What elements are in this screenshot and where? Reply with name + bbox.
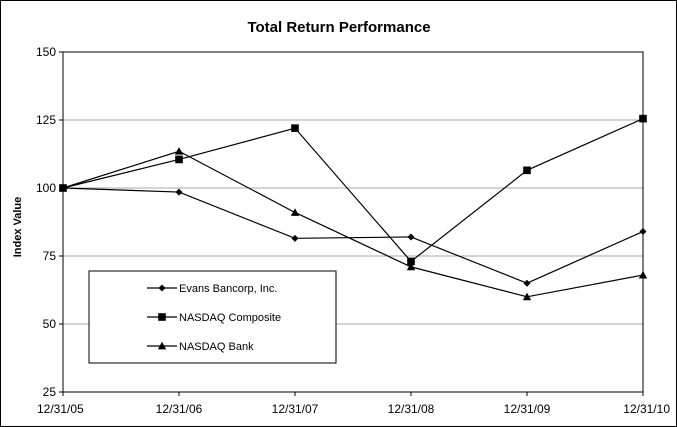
series-line: [62, 187, 644, 284]
gridlines: [63, 119, 643, 325]
series-2: [59, 114, 647, 266]
x-tick-label: 12/31/10: [623, 402, 670, 416]
legend-marker: [158, 284, 166, 292]
data-point: [406, 262, 416, 271]
data-point: [638, 270, 648, 279]
data-point: [639, 114, 647, 123]
series-line: [62, 118, 644, 263]
y-tick-label: 100: [36, 181, 56, 195]
x-tick-label: 12/31/06: [156, 402, 203, 416]
series-layer: [58, 114, 648, 301]
data-point: [175, 155, 183, 164]
data-point: [407, 233, 415, 241]
series-3: [58, 147, 648, 301]
y-tick-label: 75: [43, 249, 57, 263]
y-tick-label: 25: [43, 385, 57, 399]
y-tick-label: 125: [36, 113, 56, 127]
data-point: [291, 124, 299, 132]
x-tick-label: 12/31/09: [504, 402, 551, 416]
legend-label: NASDAQ Bank: [179, 341, 254, 353]
series-1: [59, 184, 647, 287]
data-point: [58, 183, 68, 192]
data-point: [407, 257, 415, 266]
data-point: [290, 208, 300, 216]
legend: Evans Bancorp, Inc. NASDAQ Composite NASDA…: [88, 270, 337, 364]
y-axis-label: Index Value: [12, 197, 24, 258]
y-tick-label: 150: [36, 45, 56, 59]
legend-box: [88, 270, 337, 364]
legend-items: Evans Bancorp, Inc. NASDAQ Composite NASDA…: [147, 283, 281, 353]
data-point: [291, 234, 299, 242]
data-point: [523, 279, 531, 287]
series-line: [62, 150, 644, 298]
data-point: [639, 228, 647, 236]
legend-marker: [157, 341, 167, 350]
plot-area: [62, 51, 644, 393]
data-point: [175, 188, 183, 196]
data-point: [174, 147, 184, 155]
legend-marker: [158, 313, 166, 321]
y-axis-ticks: 25 50 75 100 125 150: [36, 45, 63, 399]
data-point: [523, 166, 531, 175]
x-axis-ticks: 12/31/05 12/31/06 12/31/07 12/31/08 12/31/09…: [37, 392, 670, 416]
x-tick-label: 12/31/07: [272, 402, 319, 416]
legend-label: Evans Bancorp, Inc.: [179, 283, 277, 295]
x-tick-label: 12/31/08: [388, 402, 435, 416]
chart-title: Total Return Performance: [247, 19, 430, 36]
x-tick-label: 12/31/05: [37, 402, 84, 416]
legend-label: NASDAQ Composite: [179, 312, 281, 324]
y-tick-label: 50: [43, 317, 57, 331]
data-point: [522, 292, 532, 301]
